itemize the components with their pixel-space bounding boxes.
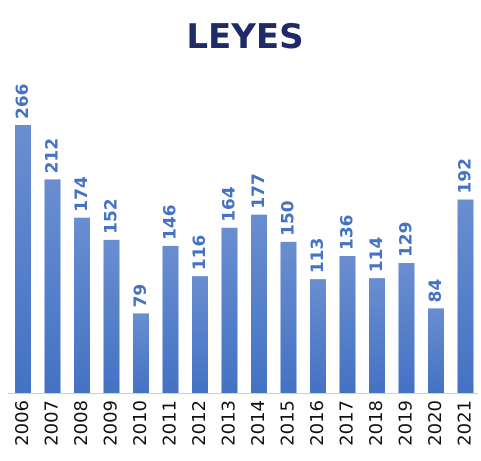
value-label: 129 [397, 222, 417, 258]
value-label: 152 [102, 198, 122, 234]
x-tick-label: 2014 [248, 400, 269, 446]
bar [44, 179, 61, 393]
value-label: 150 [279, 200, 299, 236]
bar [310, 279, 326, 393]
chart-title: LEYES [186, 17, 303, 57]
value-label: 146 [161, 204, 181, 240]
bar [457, 199, 474, 393]
x-tick-label: 2018 [366, 400, 387, 446]
bar [369, 278, 385, 393]
bar [428, 308, 444, 393]
value-label: 174 [72, 176, 92, 212]
bar [103, 239, 120, 393]
value-label: 164 [220, 186, 240, 222]
bar [221, 227, 238, 393]
x-tick-label: 2015 [278, 400, 299, 446]
x-tick-label: 2012 [189, 400, 210, 446]
bar [162, 245, 179, 393]
value-label: 79 [131, 284, 151, 308]
value-label: 192 [456, 158, 476, 194]
bar [192, 276, 208, 393]
value-label: 116 [190, 235, 210, 271]
value-label: 113 [308, 238, 328, 274]
x-tick-label: 2013 [219, 400, 240, 446]
value-label: 136 [338, 214, 358, 250]
x-tick-label: 2020 [425, 400, 446, 446]
x-tick-label: 2007 [42, 400, 63, 446]
bar [280, 241, 297, 393]
x-tick-label: 2016 [307, 400, 328, 446]
value-label: 177 [249, 173, 269, 209]
x-tick-label: 2006 [12, 400, 33, 446]
bar [339, 255, 356, 393]
bar [74, 217, 90, 393]
x-tick-label: 2008 [71, 400, 92, 446]
value-label: 266 [13, 84, 33, 120]
value-label: 114 [367, 236, 387, 272]
x-tick-label: 2010 [130, 400, 151, 446]
value-label: 84 [426, 279, 446, 303]
x-tick-label: 2019 [396, 400, 417, 446]
x-tick-label: 2017 [337, 400, 358, 446]
bar [133, 313, 149, 393]
bar [251, 214, 267, 393]
x-tick-label: 2009 [101, 400, 122, 446]
value-label: 212 [43, 138, 63, 174]
bar [398, 263, 415, 393]
bar [15, 125, 31, 393]
x-tick-label: 2011 [160, 400, 181, 446]
x-tick-label: 2021 [455, 400, 476, 446]
